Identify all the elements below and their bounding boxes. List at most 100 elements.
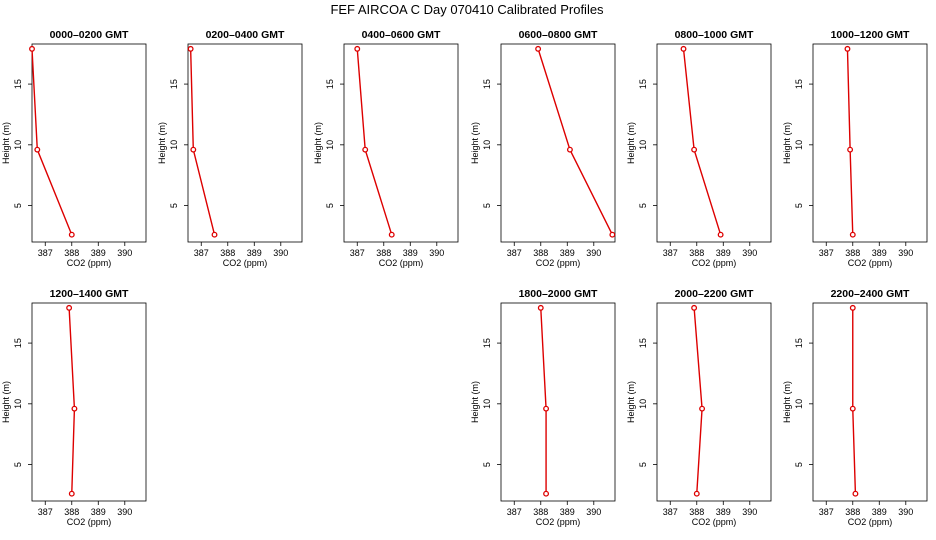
y-tick-label: 10: [794, 399, 804, 409]
data-point: [543, 405, 550, 412]
plot-frame: [812, 302, 928, 502]
y-tick-label: 15: [638, 338, 648, 348]
y-tick-label: 15: [482, 79, 492, 89]
data-point: [844, 45, 851, 52]
x-tick-label: 389: [91, 507, 106, 517]
x-tick-label: 388: [533, 507, 548, 517]
data-point: [693, 490, 700, 497]
series-line: [68, 307, 76, 494]
x-axis-label: CO2 (ppm): [536, 517, 581, 527]
data-point: [187, 45, 194, 52]
plot-frame: [656, 302, 772, 502]
y-tick-label: 15: [794, 338, 804, 348]
x-axis-label: CO2 (ppm): [848, 258, 893, 268]
series-line: [540, 307, 547, 494]
x-tick-label: 390: [273, 248, 288, 258]
data-point: [566, 146, 573, 153]
x-tick-label: 389: [716, 507, 731, 517]
x-tick-label: 388: [845, 248, 860, 258]
x-tick-label: 388: [689, 507, 704, 517]
y-tick-label: 5: [13, 203, 23, 208]
data-point: [354, 45, 361, 52]
profile-panel: 1800–2000 GMT 387 388 389 390 5 10 15 CO2 (ppm) H…: [470, 288, 616, 527]
panel-title: 1800–2000 GMT: [519, 288, 598, 300]
data-point: [66, 304, 73, 311]
series-line: [356, 48, 393, 235]
data-point: [847, 146, 854, 153]
profile-panel: 1000–1200 GMT 387 388 389 390 5 10 15 CO2 (ppm) H…: [782, 29, 928, 268]
x-tick-label: 388: [376, 248, 391, 258]
x-tick-label: 389: [247, 248, 262, 258]
y-tick-label: 5: [13, 462, 23, 467]
data-point: [852, 490, 859, 497]
panel-title: 0200–0400 GMT: [206, 29, 285, 41]
series-line: [189, 48, 216, 235]
profile-panel: 1200–1400 GMT 387 388 389 390 5 10 15 CO2 (ppm) H…: [1, 288, 147, 527]
x-tick-label: 389: [872, 507, 887, 517]
data-point: [388, 231, 395, 238]
data-point: [717, 231, 724, 238]
y-tick-label: 10: [169, 140, 179, 150]
profile-panel: 0000–0200 GMT 387 388 389 390 5 10 15 CO2 (ppm) H…: [1, 29, 147, 268]
y-axis-label: Height (m): [782, 381, 792, 423]
data-point: [211, 231, 218, 238]
y-tick-label: 5: [169, 203, 179, 208]
series-line: [846, 48, 854, 235]
y-tick-label: 10: [325, 140, 335, 150]
data-point: [849, 405, 856, 412]
y-tick-label: 10: [638, 140, 648, 150]
plot-frame: [343, 43, 459, 243]
series-line: [852, 307, 857, 494]
plot-frame: [31, 43, 147, 243]
profile-panel: 2200–2400 GMT 387 388 389 390 5 10 15 CO2 (ppm) H…: [782, 288, 928, 527]
y-tick-label: 5: [325, 203, 335, 208]
x-tick-label: 387: [350, 248, 365, 258]
y-tick-label: 5: [794, 462, 804, 467]
y-axis-label: Height (m): [470, 122, 480, 164]
y-tick-label: 5: [638, 203, 648, 208]
y-tick-label: 10: [482, 140, 492, 150]
y-tick-label: 15: [169, 79, 179, 89]
y-tick-label: 15: [794, 79, 804, 89]
x-tick-label: 389: [716, 248, 731, 258]
data-point: [190, 146, 197, 153]
data-point: [691, 304, 698, 311]
y-tick-label: 10: [638, 399, 648, 409]
panel-title: 0000–0200 GMT: [50, 29, 129, 41]
y-tick-label: 10: [13, 140, 23, 150]
y-tick-label: 5: [482, 203, 492, 208]
x-tick-label: 387: [819, 507, 834, 517]
x-axis-label: CO2 (ppm): [67, 517, 112, 527]
x-tick-label: 387: [507, 248, 522, 258]
x-axis-label: CO2 (ppm): [692, 517, 737, 527]
x-tick-label: 389: [403, 248, 418, 258]
y-axis-label: Height (m): [470, 381, 480, 423]
x-tick-label: 389: [560, 248, 575, 258]
x-tick-label: 390: [742, 248, 757, 258]
panel-title: 2000–2200 GMT: [675, 288, 754, 300]
data-point: [699, 405, 706, 412]
y-tick-label: 5: [482, 462, 492, 467]
panel-title: 0800–1000 GMT: [675, 29, 754, 41]
x-tick-label: 389: [872, 248, 887, 258]
figure-title: FEF AIRCOA C Day 070410 Calibrated Profi…: [330, 2, 604, 17]
x-tick-label: 389: [91, 248, 106, 258]
y-axis-label: Height (m): [782, 122, 792, 164]
series-line: [537, 48, 613, 236]
x-tick-label: 387: [819, 248, 834, 258]
x-axis-label: CO2 (ppm): [223, 258, 268, 268]
plot-frame: [812, 43, 928, 243]
x-tick-label: 390: [586, 248, 601, 258]
profile-panel: 0600–0800 GMT 387 388 389 390 5 10 15 CO2 (ppm) H…: [470, 29, 616, 268]
y-tick-label: 10: [794, 140, 804, 150]
y-tick-label: 5: [794, 203, 804, 208]
data-point: [68, 490, 75, 497]
x-axis-label: CO2 (ppm): [848, 517, 893, 527]
data-point: [849, 231, 856, 238]
x-axis-label: CO2 (ppm): [67, 258, 112, 268]
x-tick-label: 388: [845, 507, 860, 517]
profile-panel: 2000–2200 GMT 387 388 389 390 5 10 15 CO2 (ppm) H…: [626, 288, 772, 527]
panel-title: 2200–2400 GMT: [831, 288, 910, 300]
x-tick-label: 390: [898, 507, 913, 517]
y-tick-label: 15: [482, 338, 492, 348]
